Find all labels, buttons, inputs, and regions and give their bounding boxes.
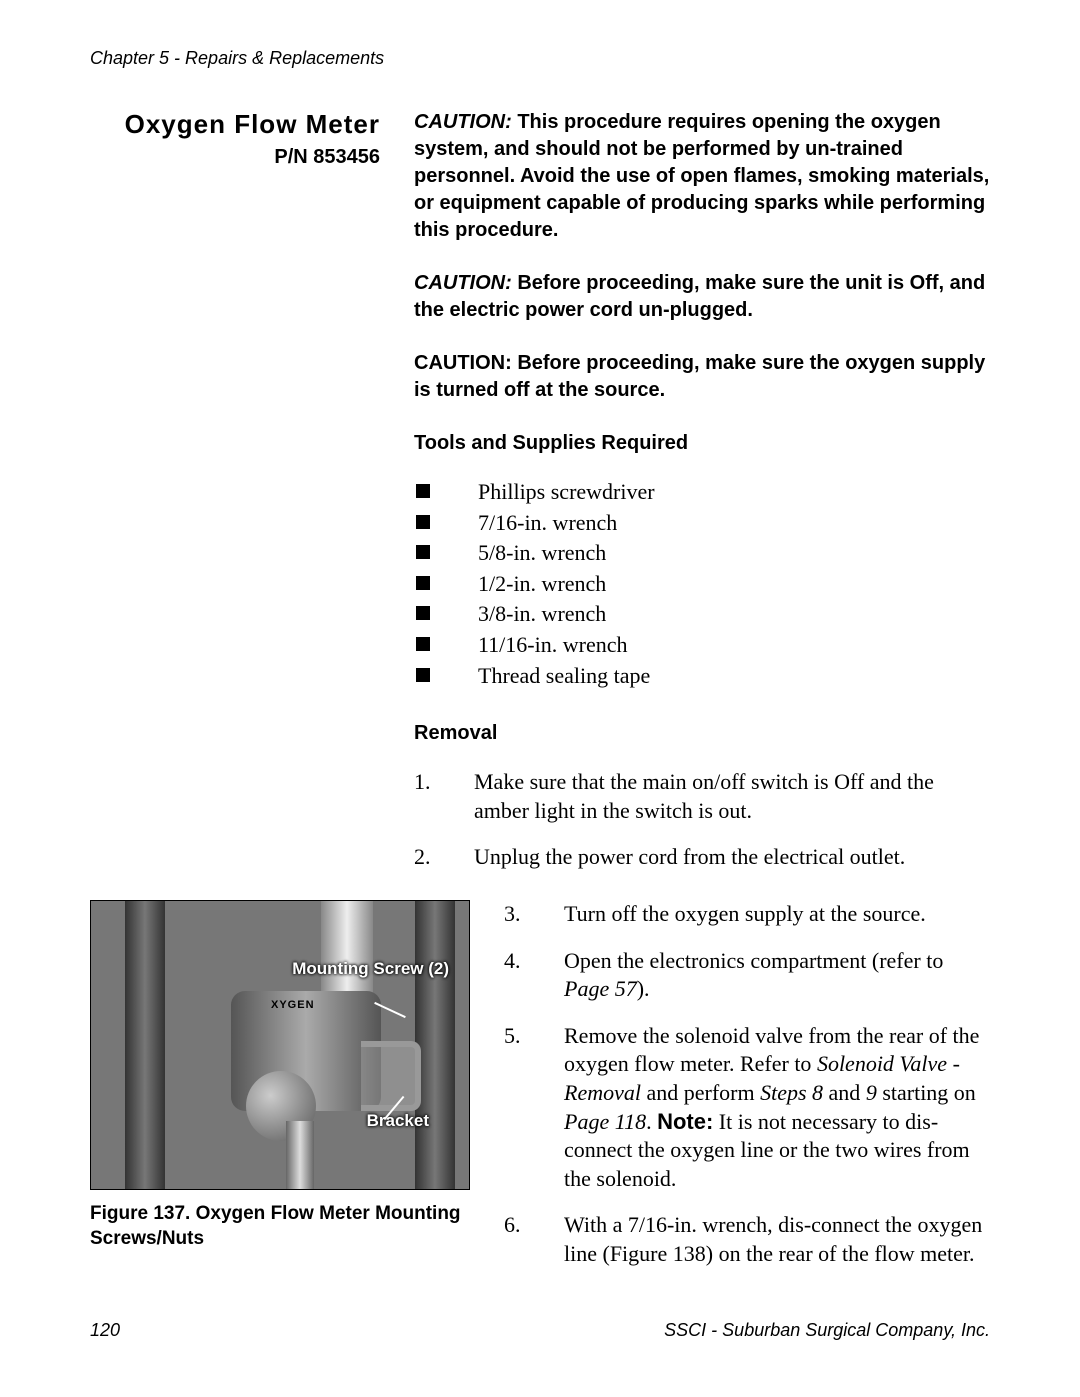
- bullet-icon: [416, 606, 430, 620]
- step-item: 5. Remove the solenoid valve from the re…: [504, 1022, 990, 1194]
- list-item: 11/16-in. wrench: [416, 631, 990, 660]
- list-item: 7/16-in. wrench: [416, 509, 990, 538]
- tool-text: Thread sealing tape: [478, 662, 650, 691]
- device-marking: XYGEN: [271, 999, 315, 1011]
- tool-text: 3/8-in. wrench: [478, 600, 606, 629]
- callout-mounting-screw: Mounting Screw (2): [292, 959, 449, 979]
- bullet-icon: [416, 515, 430, 529]
- page-number: 120: [90, 1320, 120, 1341]
- page-footer: 120 SSCI - Suburban Surgical Company, In…: [90, 1320, 990, 1341]
- page-ref: Page 57: [564, 976, 637, 1001]
- page: Chapter 5 - Repairs & Replacements Oxyge…: [0, 0, 1080, 1397]
- bullet-icon: [416, 576, 430, 590]
- figure-caption: Figure 137. Oxygen Flow Meter Mounting S…: [90, 1202, 470, 1251]
- page-ref: Page 118: [564, 1109, 646, 1134]
- step-text: Remove the solenoid valve from the rear …: [564, 1022, 990, 1194]
- caution-label: CAUTION:: [414, 272, 512, 294]
- tool-text: 1/2-in. wrench: [478, 570, 606, 599]
- step-ref: Steps 8: [760, 1080, 823, 1105]
- removal-heading: Removal: [414, 720, 990, 746]
- step-item: 4. Open the electronics compartment (ref…: [504, 947, 990, 1004]
- step-number: 3.: [504, 900, 564, 929]
- chapter-header: Chapter 5 - Repairs & Replacements: [90, 48, 990, 69]
- step-text: Turn off the oxygen supply at the source…: [564, 900, 990, 929]
- bullet-icon: [416, 637, 430, 651]
- step-item: 1. Make sure that the main on/off switch…: [414, 768, 990, 825]
- figure-box: XYGEN Mounting Screw (2) Bracket Figure …: [90, 900, 470, 1287]
- step-number: 6.: [504, 1211, 564, 1268]
- bullet-icon: [416, 484, 430, 498]
- steps-upper: 1. Make sure that the main on/off switch…: [414, 768, 990, 872]
- tool-text: 7/16-in. wrench: [478, 509, 617, 538]
- main-columns: Oxygen Flow Meter P/N 853456 CAUTION: Th…: [90, 109, 990, 890]
- list-item: 1/2-in. wrench: [416, 570, 990, 599]
- meter-stem: [286, 1121, 314, 1190]
- step-number: 2.: [414, 843, 474, 872]
- frame-bar: [125, 901, 165, 1189]
- section-title: Oxygen Flow Meter: [90, 109, 380, 140]
- caution-label: CAUTION:: [414, 352, 512, 374]
- tool-text: 11/16-in. wrench: [478, 631, 627, 660]
- caution-label: CAUTION:: [414, 111, 512, 133]
- step-item: 3. Turn off the oxygen supply at the sou…: [504, 900, 990, 929]
- footer-org: SSCI - Suburban Surgical Company, Inc.: [664, 1320, 990, 1341]
- tool-text: 5/8-in. wrench: [478, 539, 606, 568]
- step-text: Make sure that the main on/off switch is…: [474, 768, 990, 825]
- step-text: Unplug the power cord from the electrica…: [474, 843, 990, 872]
- part-number: P/N 853456: [90, 146, 380, 169]
- caution-1: CAUTION: This procedure requires opening…: [414, 109, 990, 244]
- content-column: CAUTION: This procedure requires opening…: [414, 109, 990, 890]
- steps-lower: 3. Turn off the oxygen supply at the sou…: [504, 900, 990, 1269]
- title-column: Oxygen Flow Meter P/N 853456: [90, 109, 380, 890]
- steps-lower-col: 3. Turn off the oxygen supply at the sou…: [504, 900, 990, 1287]
- step-text: With a 7/16-in. wrench, dis-connect the …: [564, 1211, 990, 1268]
- list-item: 5/8-in. wrench: [416, 539, 990, 568]
- tools-list: Phillips screwdriver 7/16-in. wrench 5/8…: [416, 478, 990, 690]
- list-item: Phillips screwdriver: [416, 478, 990, 507]
- step-text: Open the electronics compartment (refer …: [564, 947, 990, 1004]
- step-number: 1.: [414, 768, 474, 825]
- step-item: 6. With a 7/16-in. wrench, dis-connect t…: [504, 1211, 990, 1268]
- tool-text: Phillips screwdriver: [478, 478, 655, 507]
- callout-bracket: Bracket: [367, 1111, 429, 1131]
- step-number: 5.: [504, 1022, 564, 1194]
- tools-heading: Tools and Supplies Required: [414, 430, 990, 456]
- bracket-shape: [361, 1041, 421, 1111]
- step-item: 2. Unplug the power cord from the electr…: [414, 843, 990, 872]
- list-item: Thread sealing tape: [416, 662, 990, 691]
- caution-2: CAUTION: Before proceeding, make sure th…: [414, 270, 990, 324]
- bullet-icon: [416, 545, 430, 559]
- figure-image: XYGEN Mounting Screw (2) Bracket: [90, 900, 470, 1190]
- list-item: 3/8-in. wrench: [416, 600, 990, 629]
- caution-3: CAUTION: Before proceeding, make sure th…: [414, 350, 990, 404]
- note-label: Note:: [657, 1109, 713, 1134]
- bullet-icon: [416, 668, 430, 682]
- frame-bar: [415, 901, 455, 1189]
- step-number: 4.: [504, 947, 564, 1004]
- lower-area: XYGEN Mounting Screw (2) Bracket Figure …: [90, 900, 990, 1287]
- step-ref: 9: [866, 1080, 877, 1105]
